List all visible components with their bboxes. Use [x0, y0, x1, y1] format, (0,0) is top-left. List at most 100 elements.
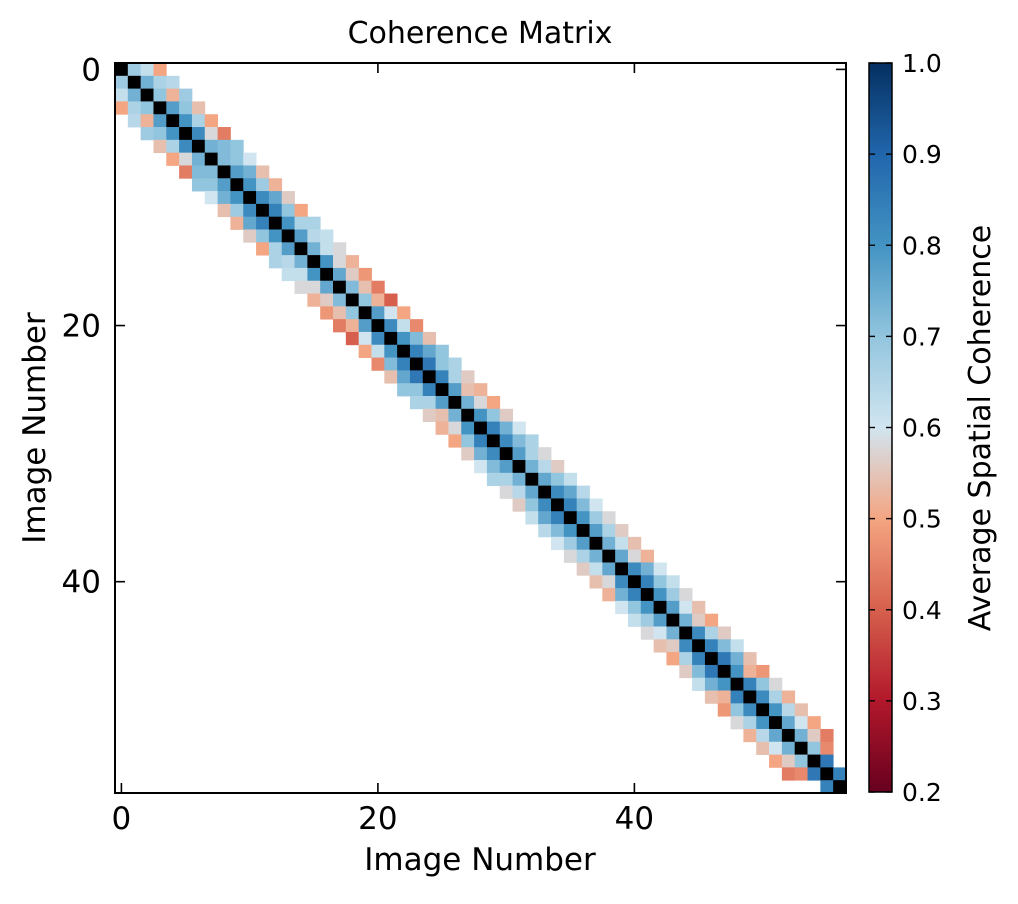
heatmap-cell — [474, 383, 488, 397]
heatmap-cell — [769, 716, 783, 730]
heatmap-cell — [743, 677, 757, 691]
heatmap-cell — [217, 152, 231, 166]
heatmap-cell — [294, 255, 308, 269]
heatmap-cell — [486, 472, 501, 487]
heatmap-cell — [333, 293, 347, 307]
heatmap-cell — [679, 639, 693, 653]
heatmap-cell — [589, 524, 603, 538]
heatmap-cell — [307, 242, 321, 256]
heatmap-cell — [525, 460, 539, 474]
heatmap-cell — [384, 306, 398, 320]
heatmap-cell — [409, 395, 424, 410]
chart-title: Coherence Matrix — [348, 16, 613, 51]
heatmap-cell — [333, 319, 347, 333]
heatmap-cell — [794, 741, 808, 755]
heatmap-cell — [756, 741, 770, 755]
heatmap-cell — [358, 344, 372, 358]
heatmap-cell — [653, 639, 667, 653]
heatmap-cell — [730, 677, 744, 691]
heatmap-cell — [281, 255, 295, 269]
heatmap-cell — [756, 690, 770, 704]
heatmap-cell — [499, 434, 513, 448]
heatmap-cell — [563, 485, 578, 499]
heatmap-cell — [204, 127, 218, 141]
heatmap-cell — [717, 652, 731, 666]
heatmap-cell — [769, 728, 783, 743]
heatmap-cell — [191, 101, 206, 115]
heatmap-cell — [448, 370, 462, 384]
heatmap-cell — [704, 652, 719, 666]
heatmap-cell — [794, 767, 808, 781]
heatmap-cell — [320, 267, 334, 282]
heatmap-cell — [474, 460, 488, 474]
heatmap-cell — [576, 511, 590, 525]
heatmap-cell — [204, 191, 218, 205]
colorbar-tick-label: 0.6 — [902, 414, 942, 443]
heatmap-cell — [281, 216, 295, 230]
heatmap-cell — [256, 178, 270, 192]
heatmap-cell — [769, 703, 783, 717]
heatmap-cell — [807, 767, 821, 781]
heatmap-cell — [422, 344, 437, 358]
heatmap-cell — [525, 485, 539, 499]
heatmap-cell — [704, 664, 719, 679]
heatmap-cell — [461, 434, 475, 448]
heatmap-cell — [512, 485, 526, 499]
heatmap-cell — [794, 703, 808, 717]
heatmap-cell — [576, 498, 590, 512]
heatmap-cell — [320, 242, 334, 256]
heatmap-cell — [743, 652, 757, 666]
heatmap-cell — [538, 472, 552, 487]
heatmap-cell — [743, 664, 757, 679]
heatmap-cell — [474, 421, 488, 435]
heatmap-cell — [743, 716, 757, 730]
heatmap-cell — [230, 165, 244, 179]
heatmap-cell — [333, 267, 347, 282]
heatmap-cell — [692, 639, 706, 653]
heatmap-cell — [627, 536, 642, 551]
heatmap-cell — [307, 280, 321, 294]
heatmap-cell — [486, 460, 501, 474]
heatmap-cell — [243, 152, 257, 166]
heatmap-cell — [820, 780, 834, 794]
heatmap-cell — [140, 127, 154, 141]
heatmap-cell — [627, 562, 642, 576]
heatmap-cell — [448, 383, 462, 397]
heatmap-cell — [499, 447, 513, 461]
heatmap-cell — [756, 703, 770, 717]
heatmap-cell — [256, 203, 270, 218]
heatmap-cell — [769, 741, 783, 755]
heatmap-cell — [525, 511, 539, 525]
heatmap-cell — [397, 370, 411, 384]
heatmap-cell — [499, 485, 513, 499]
y-tick-label: 40 — [62, 565, 101, 601]
heatmap-cell — [615, 588, 629, 602]
heatmap-cell — [615, 536, 629, 551]
heatmap-cell — [820, 754, 834, 768]
heatmap-cell — [294, 229, 308, 243]
heatmap-cell — [563, 511, 578, 525]
heatmap-cell — [435, 383, 449, 397]
heatmap-cell — [371, 357, 385, 371]
heatmap-cell — [602, 524, 616, 538]
heatmap-cell — [679, 626, 693, 640]
heatmap-cell — [153, 139, 167, 154]
heatmap-cell — [358, 293, 372, 307]
heatmap-cell — [794, 728, 808, 743]
heatmap-cell — [756, 664, 770, 679]
heatmap-cell — [538, 524, 552, 538]
heatmap-cell — [179, 165, 193, 179]
heatmap-cell — [589, 536, 603, 551]
heatmap-cell — [153, 127, 167, 141]
heatmap-cell — [371, 319, 385, 333]
heatmap-cell — [512, 447, 526, 461]
heatmap-cell — [576, 524, 590, 538]
heatmap-cell — [730, 690, 744, 704]
heatmap-cell — [615, 575, 629, 589]
heatmap-cell — [268, 178, 283, 192]
plot-frame — [114, 62, 847, 794]
heatmap-cell — [333, 242, 347, 256]
heatmap-cell — [320, 229, 334, 243]
heatmap-cell — [499, 460, 513, 474]
